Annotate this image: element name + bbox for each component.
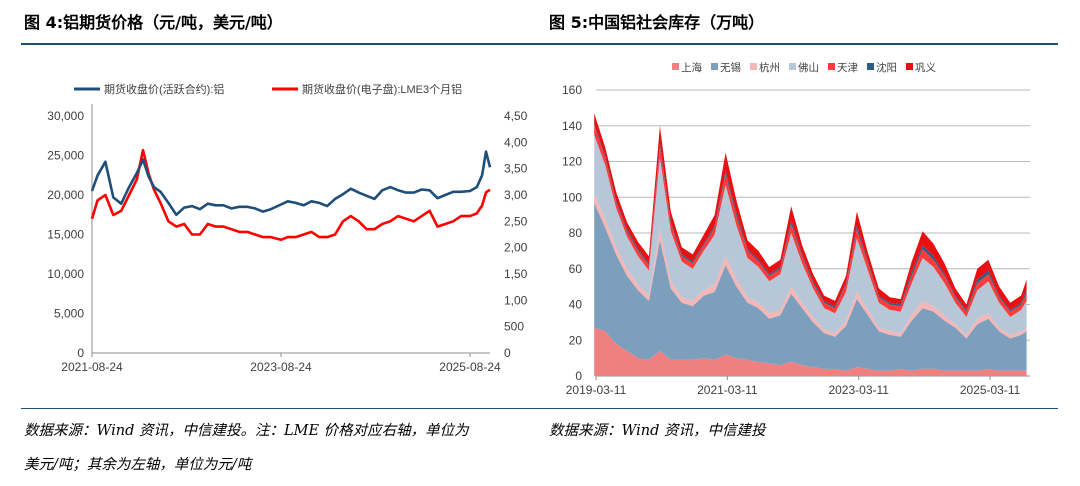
x-tick-label: 2019-03-11 xyxy=(566,383,627,397)
series-line xyxy=(90,148,491,242)
y-right-tick-label: 3,000 xyxy=(504,188,528,202)
area-天津 xyxy=(594,125,1027,317)
x-tick-label: 2021-08-24 xyxy=(61,360,123,374)
legend-swatch xyxy=(711,63,718,70)
y-tick-label: 20 xyxy=(569,333,583,347)
legend-label: 天津 xyxy=(837,62,858,74)
y-left-tick-label: 25,000 xyxy=(47,149,84,163)
y-right-tick-label: 3,500 xyxy=(504,162,528,176)
y-right-tick-label: 1,500 xyxy=(504,267,528,281)
y-left-tick-label: 10,000 xyxy=(47,267,84,281)
legend-label: 沈阳 xyxy=(876,61,897,74)
bottom-rule xyxy=(21,408,1058,409)
top-rule xyxy=(21,43,1058,45)
x-tick-label: 2025-08-24 xyxy=(439,360,501,374)
y-right-tick-label: 0 xyxy=(504,346,511,360)
legend-label: 期货收盘价(电子盘):LME3个月铝 xyxy=(302,82,462,96)
y-right-tick-label: 2,000 xyxy=(504,241,528,255)
legend-swatch xyxy=(750,63,757,70)
y-right-tick-label: 4,500 xyxy=(504,109,528,123)
legend-swatch xyxy=(789,63,796,70)
legend-label: 期货收盘价(活跃合约):铝 xyxy=(104,82,224,96)
legend-swatch xyxy=(906,63,913,70)
y-left-tick-label: 5,000 xyxy=(54,307,84,321)
legend-label: 佛山 xyxy=(798,61,819,74)
x-tick-label: 2023-08-24 xyxy=(250,360,312,374)
y-left-tick-label: 30,000 xyxy=(47,109,84,123)
fig5-area-chart: 0 20 40 60 80 100 120 140 160 2019-03-11 2021-03-1… xyxy=(562,61,1030,397)
y-tick-label: 60 xyxy=(569,262,583,276)
y-tick-label: 140 xyxy=(562,119,582,133)
fig4-title: 图 4:铝期货价格（元/吨，美元/吨） xyxy=(24,13,283,32)
legend-label: 无锡 xyxy=(720,61,741,74)
y-left-tick-label: 0 xyxy=(77,346,84,360)
y-left-tick-label: 15,000 xyxy=(47,228,84,242)
y-tick-label: 100 xyxy=(562,190,582,204)
fig5-source: 数据来源：Wind 资讯，中信建投 xyxy=(549,423,766,439)
y-tick-label: 160 xyxy=(562,83,582,97)
area-上海 xyxy=(594,327,1027,376)
y-right-tick-label: 2,500 xyxy=(504,214,528,228)
y-tick-label: 0 xyxy=(575,369,582,383)
legend-swatch xyxy=(867,63,874,70)
legend-label: 上海 xyxy=(681,61,702,74)
y-tick-label: 40 xyxy=(569,298,583,312)
x-tick-label: 2021-03-11 xyxy=(697,383,758,397)
y-right-tick-label: 4,000 xyxy=(504,135,528,149)
legend-swatch xyxy=(672,63,679,70)
area-佛山 xyxy=(594,134,1027,335)
y-tick-label: 80 xyxy=(569,226,583,240)
legend-label: 杭州 xyxy=(759,61,780,74)
y-tick-label: 120 xyxy=(562,155,582,169)
y-left-tick-label: 20,000 xyxy=(47,188,84,202)
fig4-source-line2: 美元/吨；其余为左轴，单位为元/吨 xyxy=(24,457,252,473)
series-line xyxy=(90,150,492,217)
fig4-source-line1: 数据来源：Wind 资讯，中信建投。注：LME 价格对应右轴，单位为 xyxy=(24,423,469,439)
fig4-line-chart: 0 5,000 10,000 15,000 20,000 25,000 30,000 0 500… xyxy=(47,82,528,374)
y-right-tick-label: 1,000 xyxy=(504,293,528,307)
y-right-tick-label: 500 xyxy=(504,320,524,334)
x-tick-label: 2023-03-11 xyxy=(828,383,889,397)
area-巩义 xyxy=(594,113,1027,310)
legend-swatch xyxy=(828,63,835,70)
legend-label: 巩义 xyxy=(915,62,936,74)
x-tick-label: 2025-03-11 xyxy=(960,383,1021,397)
fig5-title: 图 5:中国铝社会库存（万吨） xyxy=(549,13,765,32)
area-无锡 xyxy=(594,202,1027,371)
